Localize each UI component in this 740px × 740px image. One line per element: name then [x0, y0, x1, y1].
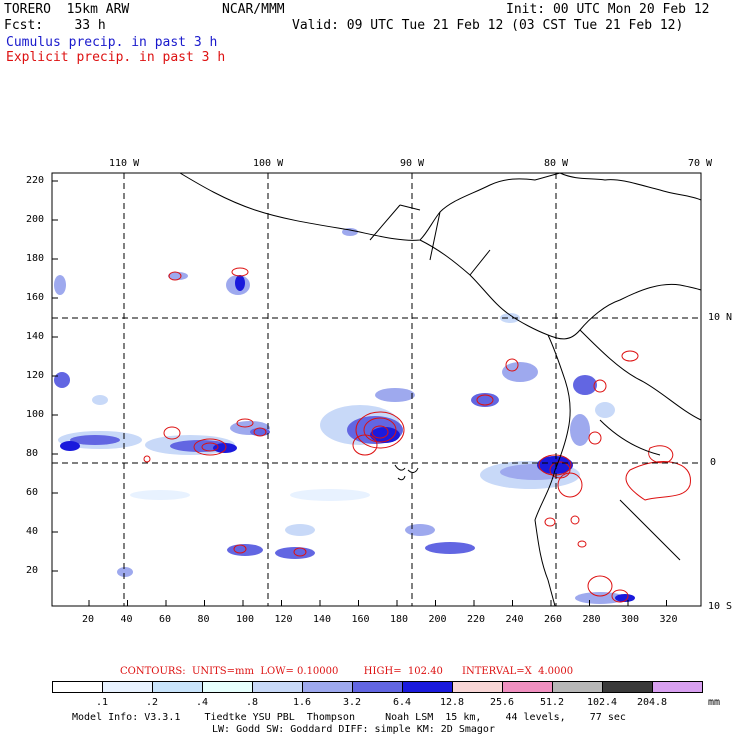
cumulus-legend: Cumulus precip. in past 3 h — [6, 35, 218, 50]
x-tick-label: 180 — [390, 614, 409, 625]
lat-label-10n: 10 N — [708, 312, 733, 323]
colorbar-label: .2 — [145, 697, 159, 708]
model-title: TORERO 15km ARW — [4, 2, 130, 17]
x-tick-label: 20 — [82, 614, 95, 625]
grid-lines — [52, 173, 701, 606]
x-tick-label: 100 — [236, 614, 255, 625]
cumulus-precip-areas — [54, 228, 635, 604]
colorbar-unit: mm — [708, 697, 721, 708]
x-tick-label: 260 — [544, 614, 563, 625]
model-info-line: Model Info: V3.3.1 Tiedtke YSU PBL Thomp… — [72, 712, 626, 723]
physics-info-line: LW: Godd SW: Goddard DIFF: simple KM: 2D… — [212, 724, 495, 735]
colorbar-label: .8 — [245, 697, 259, 708]
colorbar-cell — [502, 681, 553, 693]
x-tick-label: 120 — [274, 614, 293, 625]
contours-info: CONTOURS: UNITS=mm LOW= 0.10000 HIGH= 10… — [120, 666, 574, 677]
lon-label-110w: 110 W — [109, 158, 140, 169]
lon-label-100w: 100 W — [253, 158, 284, 169]
colorbar-cell — [52, 681, 103, 693]
x-tick-label: 300 — [621, 614, 640, 625]
y-tick-label: 140 — [26, 331, 45, 342]
lat-label-0: 0 — [710, 457, 717, 468]
x-tick-label: 160 — [351, 614, 370, 625]
y-tick-label: 80 — [26, 448, 39, 459]
valid-time: Valid: 09 UTC Tue 21 Feb 12 (03 CST Tue … — [292, 18, 684, 33]
colorbar-label: 25.6 — [489, 697, 515, 708]
colorbar-cell — [552, 681, 603, 693]
colorbar-label: 204.8 — [636, 697, 668, 708]
x-tick-label: 200 — [428, 614, 447, 625]
y-tick-label: 20 — [26, 565, 39, 576]
colorbar-cell — [302, 681, 353, 693]
colorbar-cell — [352, 681, 403, 693]
colorbar-label: 12.8 — [439, 697, 465, 708]
x-tick-label: 40 — [120, 614, 133, 625]
colorbar-label: 3.2 — [342, 697, 362, 708]
lon-label-80w: 80 W — [544, 158, 569, 169]
colorbar-cell — [202, 681, 253, 693]
lat-label-10s: 10 S — [708, 601, 733, 612]
x-tick-label: 240 — [505, 614, 524, 625]
x-tick-label: 60 — [159, 614, 172, 625]
x-tick-label: 280 — [582, 614, 601, 625]
colorbar-label: 102.4 — [586, 697, 618, 708]
y-tick-label: 60 — [26, 487, 39, 498]
colorbar-cell — [152, 681, 203, 693]
init-time: Init: 00 UTC Mon 20 Feb 12 — [506, 2, 710, 17]
forecast-hour: Fcst: 33 h — [4, 18, 106, 33]
ncar-label: NCAR/MMM — [222, 2, 285, 17]
x-tick-label: 140 — [313, 614, 332, 625]
explicit-precip-contours — [143, 267, 691, 603]
colorbar-label: 51.2 — [539, 697, 565, 708]
colorbar-cell — [652, 681, 703, 693]
y-tick-label: 200 — [26, 214, 45, 225]
axis-ticks — [52, 180, 667, 606]
coastlines — [179, 172, 702, 607]
colorbar-cell — [102, 681, 153, 693]
lon-label-70w: 70 W — [688, 158, 713, 169]
colorbar-cell — [602, 681, 653, 693]
colorbar-cell — [452, 681, 503, 693]
colorbar-cell — [252, 681, 303, 693]
y-tick-label: 220 — [26, 175, 45, 186]
explicit-legend: Explicit precip. in past 3 h — [6, 50, 226, 65]
y-tick-label: 100 — [26, 409, 45, 420]
lon-label-90w: 90 W — [400, 158, 425, 169]
y-tick-label: 160 — [26, 292, 45, 303]
x-tick-label: 220 — [467, 614, 486, 625]
colorbar-label: 6.4 — [392, 697, 412, 708]
y-tick-label: 180 — [26, 253, 45, 264]
colorbar-label: .1 — [95, 697, 109, 708]
colorbar-cell — [402, 681, 453, 693]
x-tick-label: 80 — [197, 614, 210, 625]
y-tick-label: 120 — [26, 370, 45, 381]
y-tick-label: 40 — [26, 526, 39, 537]
map-frame — [51, 172, 702, 607]
x-tick-label: 320 — [659, 614, 678, 625]
colorbar-label: .4 — [195, 697, 209, 708]
colorbar-label: 1.6 — [292, 697, 312, 708]
